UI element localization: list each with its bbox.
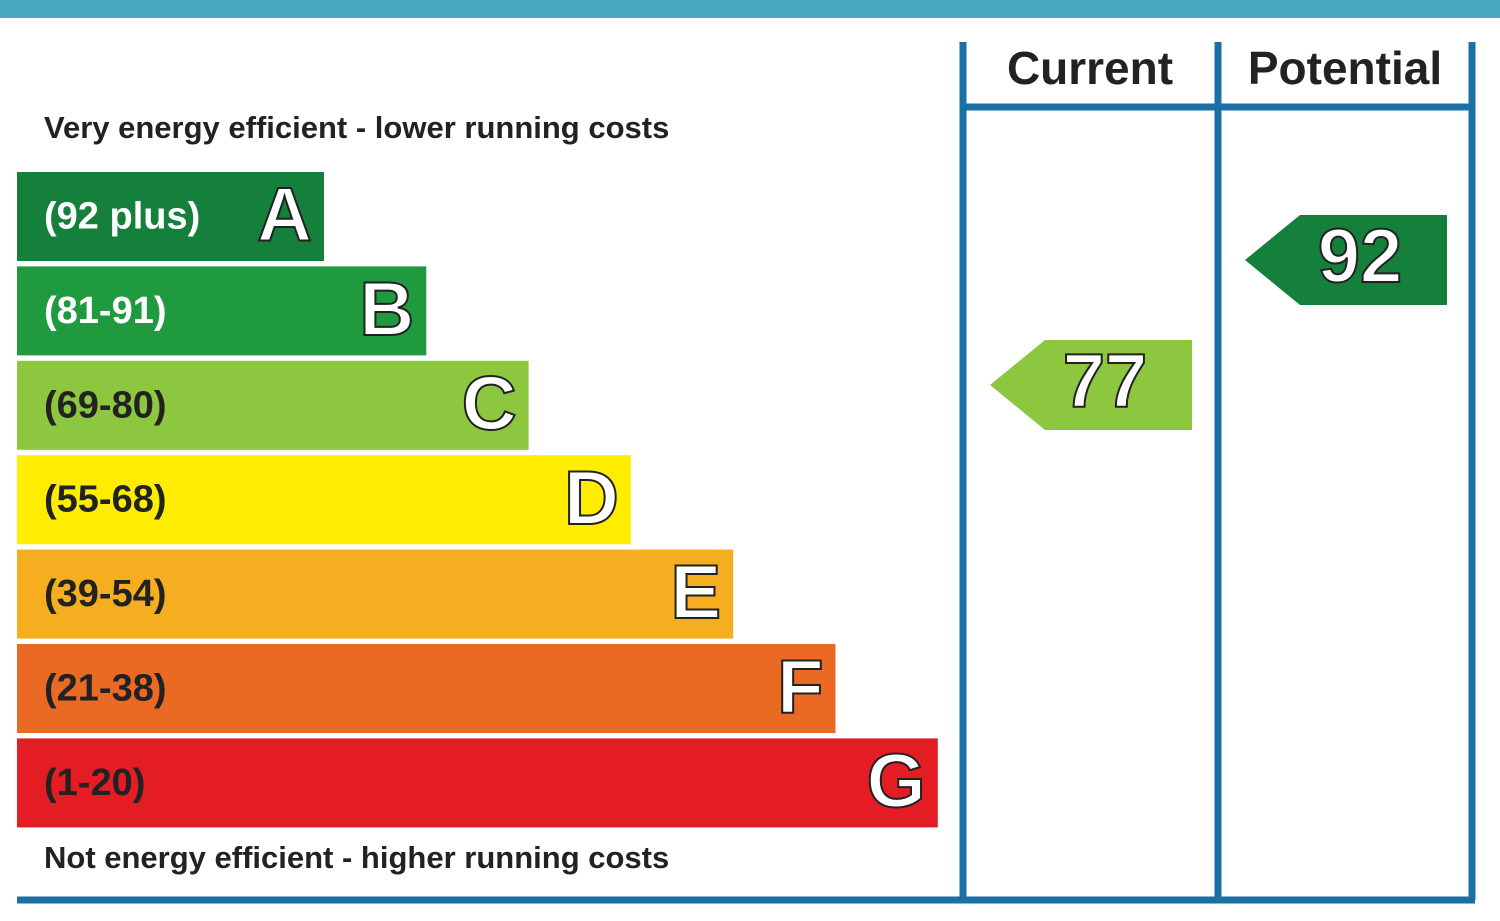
band-letter: C	[462, 361, 517, 446]
band	[17, 360, 529, 450]
rating-value: 77	[1063, 339, 1148, 424]
band-range: (1-20)	[44, 762, 145, 804]
band	[17, 266, 427, 356]
band-range: (81-91)	[44, 290, 167, 332]
band-letter: D	[564, 456, 619, 541]
band-letter: E	[670, 550, 721, 635]
top-bar	[0, 0, 1500, 18]
band	[17, 455, 631, 545]
band-letter: B	[359, 267, 414, 352]
band-letter: A	[257, 173, 312, 258]
band	[17, 549, 734, 639]
rating-value: 92	[1318, 214, 1403, 299]
rating-arrow	[990, 340, 1192, 430]
band-range: (69-80)	[44, 384, 167, 426]
rating-arrow	[1245, 215, 1447, 305]
band-letter: G	[867, 739, 926, 824]
bottom-label: Not energy efficient - higher running co…	[44, 840, 669, 875]
band	[17, 738, 938, 828]
band	[17, 644, 836, 733]
band	[17, 172, 324, 261]
band-letter: F	[777, 645, 823, 730]
band-range: (39-54)	[44, 573, 167, 615]
band-range: (55-68)	[44, 479, 167, 521]
band-range: (92 plus)	[44, 196, 200, 238]
band-range: (21-38)	[44, 668, 167, 710]
column-header: Potential	[1248, 42, 1442, 94]
column-header: Current	[1007, 42, 1173, 94]
top-label: Very energy efficient - lower running co…	[44, 110, 669, 145]
